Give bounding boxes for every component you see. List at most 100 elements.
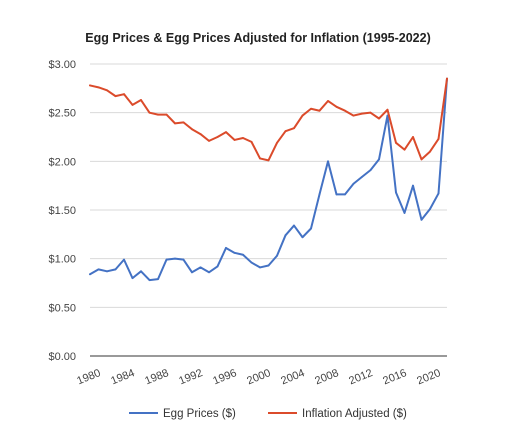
data-point: [293, 224, 295, 227]
data-point: [123, 93, 125, 96]
data-point: [318, 193, 321, 196]
data-point: [395, 141, 397, 144]
data-point: [97, 268, 100, 271]
data-point: [327, 100, 329, 102]
data-point: [233, 139, 236, 141]
data-point: [344, 109, 346, 112]
data-point: [403, 148, 406, 151]
data-point: [259, 157, 261, 160]
data-point: [395, 191, 397, 194]
data-point: [89, 84, 91, 87]
data-point: [140, 99, 142, 101]
data-point: [429, 208, 431, 210]
x-tick-label: 1980: [75, 367, 102, 387]
y-tick-label: $0.00: [48, 351, 76, 363]
data-point: [284, 130, 287, 133]
data-point: [361, 112, 363, 115]
data-point: [233, 251, 236, 254]
x-tick-label: 2012: [347, 367, 374, 387]
data-point: [225, 131, 227, 134]
data-point: [259, 266, 261, 269]
data-point: [420, 158, 423, 161]
x-tick-label: 2016: [381, 367, 408, 387]
data-point: [182, 258, 185, 261]
data-point: [446, 77, 448, 80]
data-point: [412, 136, 414, 138]
data-point: [123, 258, 125, 261]
data-point: [199, 266, 202, 269]
data-point: [250, 140, 253, 143]
data-point: [225, 247, 227, 249]
gridlines: [90, 63, 447, 357]
series-line: [89, 77, 448, 162]
x-tick-label: 1984: [109, 367, 136, 387]
chart-title: Egg Prices & Egg Prices Adjusted for Inf…: [85, 31, 430, 45]
data-point: [208, 271, 210, 274]
data-point: [191, 128, 193, 131]
data-point: [276, 254, 278, 257]
data-point: [310, 227, 312, 230]
data-point: [131, 103, 134, 106]
data-point: [293, 127, 295, 130]
data-point: [250, 261, 253, 264]
legend-label-inflation-adjusted: Inflation Adjusted ($): [302, 408, 407, 420]
series-egg-prices: [89, 77, 448, 282]
x-axis-tick-labels: 1980 1984 1988 1992 1996 2000 2004 2008 2012 2016…: [75, 367, 442, 387]
data-point: [148, 111, 151, 114]
y-tick-label: $2.50: [48, 108, 76, 120]
data-point: [242, 253, 244, 256]
data-point: [174, 122, 176, 125]
data-point: [97, 86, 100, 89]
data-point: [174, 257, 176, 260]
data-point: [429, 150, 431, 153]
data-point: [106, 270, 108, 273]
y-tick-label: $1.50: [48, 205, 76, 217]
data-point: [114, 95, 117, 98]
x-tick-label: 2008: [313, 367, 340, 387]
series-inflation-adjusted: [89, 77, 448, 162]
data-point: [412, 184, 414, 187]
data-point: [89, 273, 91, 276]
data-point: [327, 160, 329, 163]
y-axis-tick-labels: $0.00 $0.50 $1.00 $1.50 $2.00 $2.50 $3.00: [48, 59, 76, 363]
data-point: [182, 121, 185, 124]
data-point: [378, 117, 380, 120]
data-point: [352, 114, 355, 117]
data-point: [335, 105, 338, 108]
data-point: [301, 114, 304, 117]
series-lines: [89, 77, 448, 282]
data-point: [114, 268, 117, 271]
legend-label-egg-prices: Egg Prices ($): [163, 408, 236, 420]
data-point: [267, 264, 270, 267]
data-point: [208, 139, 210, 142]
x-tick-label: 2020: [415, 367, 442, 387]
x-tick-label: 1988: [143, 367, 170, 387]
x-tick-label: 2000: [245, 367, 272, 387]
y-tick-label: $2.00: [48, 156, 76, 168]
data-point: [199, 133, 202, 135]
data-point: [301, 236, 304, 239]
x-tick-label: 2004: [279, 367, 306, 387]
data-point: [318, 109, 321, 112]
data-point: [242, 137, 244, 139]
data-point: [369, 169, 372, 171]
y-tick-label: $3.00: [48, 59, 76, 71]
x-tick-label: 1996: [211, 367, 238, 387]
data-point: [344, 193, 346, 196]
x-tick-label: 1992: [177, 367, 204, 387]
data-point: [157, 113, 159, 116]
data-point: [157, 278, 159, 281]
data-point: [284, 234, 287, 237]
data-point: [352, 182, 355, 185]
data-point: [420, 218, 423, 221]
data-point: [369, 111, 372, 114]
data-point: [386, 108, 389, 111]
data-point: [437, 192, 440, 195]
data-point: [216, 136, 219, 138]
data-point: [267, 159, 270, 162]
data-point: [335, 193, 338, 196]
data-point: [403, 212, 406, 214]
y-tick-label: $1.00: [48, 254, 76, 266]
